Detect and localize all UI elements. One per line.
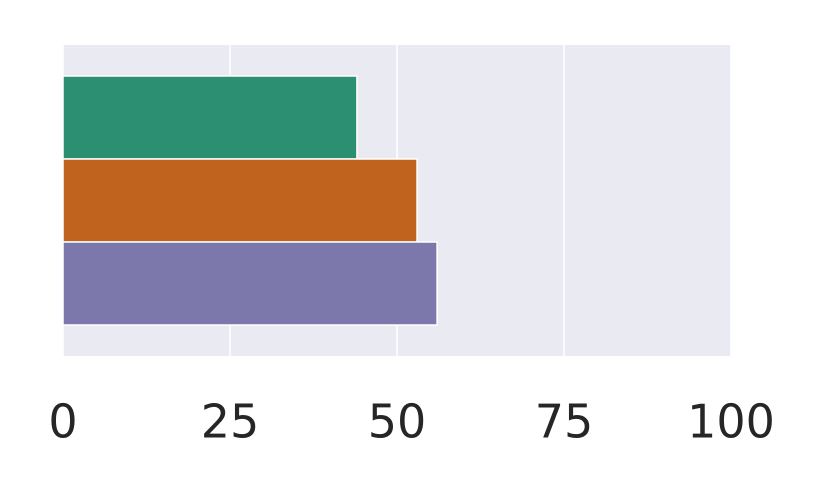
bar — [62, 158, 418, 243]
x-tick-label: 100 — [687, 395, 775, 449]
x-tick-label: 50 — [368, 395, 427, 449]
bar — [62, 241, 438, 326]
x-tick-label: 25 — [201, 395, 260, 449]
bar — [62, 75, 358, 160]
x-tick-label: 75 — [535, 395, 594, 449]
x-tick-label: 0 — [48, 395, 77, 449]
